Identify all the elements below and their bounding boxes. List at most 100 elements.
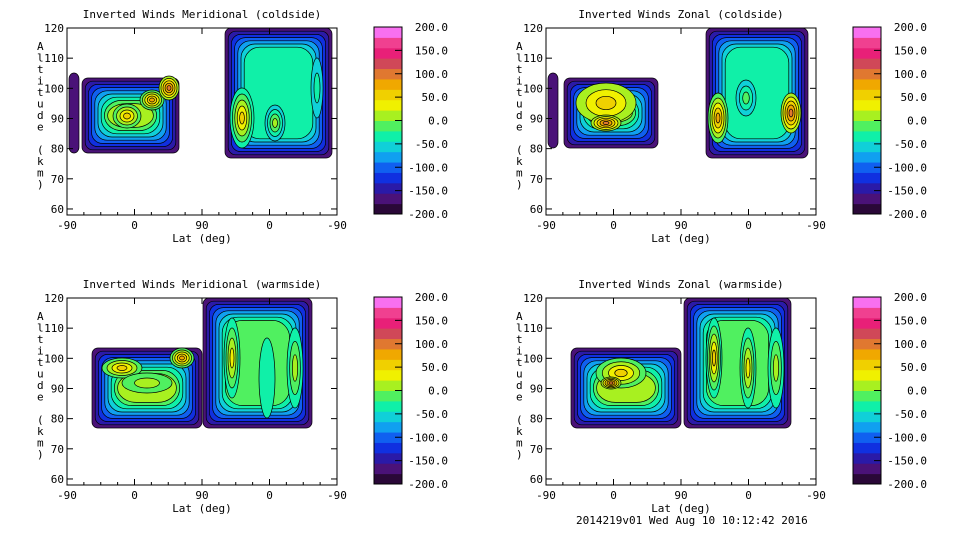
colorbar-tick-label: -200.0 bbox=[408, 478, 448, 491]
x-tick-label: 0 bbox=[131, 219, 138, 232]
colorbar-band bbox=[853, 151, 881, 163]
colorbar-tick-label: 0.0 bbox=[428, 115, 448, 128]
colorbar-band bbox=[853, 380, 881, 391]
contour-blob bbox=[745, 357, 751, 379]
plot-title: Inverted Winds Meridional (warmside) bbox=[83, 278, 321, 291]
y-tick-label: 70 bbox=[51, 443, 64, 456]
y-tick-label: 80 bbox=[51, 143, 64, 156]
x-tick-label: 90 bbox=[195, 219, 208, 232]
colorbar-band bbox=[374, 141, 402, 153]
colorbar-band bbox=[374, 380, 402, 391]
y-tick-label: 120 bbox=[523, 292, 543, 305]
colorbar-band bbox=[853, 141, 881, 153]
colorbar-band bbox=[853, 328, 881, 340]
contour-level bbox=[724, 46, 790, 140]
colorbar-band bbox=[374, 68, 402, 80]
y-label-char: l bbox=[37, 322, 44, 335]
colorbar-tick-label: 100.0 bbox=[415, 338, 448, 351]
colorbar-band bbox=[853, 182, 881, 194]
colorbar-band bbox=[853, 120, 881, 132]
colorbar-tick-label: 0.0 bbox=[907, 115, 927, 128]
y-label-char: ) bbox=[37, 178, 44, 191]
colorbar-band bbox=[374, 110, 402, 121]
colorbar-band bbox=[853, 390, 881, 402]
y-tick-label: 70 bbox=[51, 173, 64, 186]
colorbar-band bbox=[374, 182, 402, 194]
colorbar-tick-label: 200.0 bbox=[415, 291, 448, 304]
plot-panel-4: Inverted Winds Zonal (warmside) -90 0 90 0 -9… bbox=[516, 278, 927, 515]
y-tick-label: 110 bbox=[44, 322, 64, 335]
y-label-char: m bbox=[516, 437, 523, 450]
colorbar-band bbox=[374, 400, 402, 412]
colorbar-band bbox=[853, 162, 881, 173]
colorbar-band bbox=[374, 369, 402, 381]
y-label-char: t bbox=[37, 356, 44, 369]
x-tick-label: 0 bbox=[266, 489, 273, 502]
contour-blob bbox=[123, 112, 131, 120]
colorbar-band bbox=[374, 172, 402, 184]
colorbar-tick-label: 50.0 bbox=[422, 91, 449, 104]
colorbar-tick-label: -50.0 bbox=[415, 408, 448, 421]
colorbar-band bbox=[853, 89, 881, 101]
colorbar-band bbox=[853, 400, 881, 412]
colorbar-tick-label: 50.0 bbox=[901, 361, 928, 374]
colorbar-band bbox=[374, 338, 402, 350]
y-label-char: e bbox=[516, 121, 523, 134]
colorbar-tick-label: 150.0 bbox=[894, 44, 927, 57]
y-label-char: m bbox=[516, 167, 523, 180]
y-tick-label: 110 bbox=[523, 322, 543, 335]
y-label-char: m bbox=[37, 437, 44, 450]
y-label-char: A bbox=[37, 40, 44, 53]
x-tick-label: 0 bbox=[745, 489, 752, 502]
colorbar-tick-label: -200.0 bbox=[887, 478, 927, 491]
contour-fill bbox=[570, 298, 792, 429]
colorbar-tick-label: 0.0 bbox=[907, 385, 927, 398]
y-tick-label: 60 bbox=[530, 473, 543, 486]
colorbar-band bbox=[374, 411, 402, 423]
y-tick-label: 100 bbox=[44, 352, 64, 365]
plot-panel-2: Inverted Winds Zonal (coldside) -90 0 90 0 -9… bbox=[516, 8, 927, 245]
y-label-char: ) bbox=[516, 178, 523, 191]
colorbar-band bbox=[374, 47, 402, 59]
y-label-char: t bbox=[37, 86, 44, 99]
colorbar-band bbox=[853, 297, 881, 308]
x-axis-label: Lat (deg) bbox=[172, 232, 232, 245]
x-tick-label: 90 bbox=[674, 489, 687, 502]
colorbar-band bbox=[853, 338, 881, 350]
colorbar-tick-label: 150.0 bbox=[894, 314, 927, 327]
x-tick-label: 90 bbox=[195, 489, 208, 502]
x-tick-label: 0 bbox=[131, 489, 138, 502]
colorbar-band bbox=[374, 37, 402, 49]
y-label-char: ( bbox=[37, 414, 44, 427]
x-tick-label: -90 bbox=[57, 219, 77, 232]
y-tick-label: 120 bbox=[523, 22, 543, 35]
contour-blob bbox=[179, 355, 185, 361]
contour-fill bbox=[91, 298, 313, 429]
y-tick-label: 120 bbox=[44, 22, 64, 35]
colorbar-band bbox=[374, 78, 402, 90]
colorbar-band bbox=[853, 359, 881, 371]
x-axis-label: Lat (deg) bbox=[651, 502, 711, 515]
x-tick-label: 0 bbox=[266, 219, 273, 232]
colorbar-tick-label: 200.0 bbox=[415, 21, 448, 34]
colorbar-band bbox=[374, 130, 402, 142]
y-label-char: d bbox=[516, 109, 523, 122]
colorbar-band bbox=[374, 307, 402, 319]
colorbar-band bbox=[374, 390, 402, 402]
colorbar-band bbox=[853, 47, 881, 59]
y-label-char: e bbox=[516, 391, 523, 404]
y-tick-label: 100 bbox=[523, 82, 543, 95]
colorbar-band bbox=[374, 359, 402, 371]
colorbar-tick-label: 0.0 bbox=[428, 385, 448, 398]
y-label-char: u bbox=[516, 98, 523, 111]
y-label-char: k bbox=[516, 155, 523, 168]
y-tick-label: 90 bbox=[530, 112, 543, 125]
footer-timestamp: 2014219v01 Wed Aug 10 10:12:42 2016 bbox=[576, 514, 808, 527]
colorbar-tick-label: 100.0 bbox=[894, 338, 927, 351]
colorbar-band bbox=[374, 328, 402, 340]
contour-blob bbox=[166, 85, 172, 91]
y-tick-label: 60 bbox=[51, 203, 64, 216]
contour-blob bbox=[229, 347, 235, 369]
